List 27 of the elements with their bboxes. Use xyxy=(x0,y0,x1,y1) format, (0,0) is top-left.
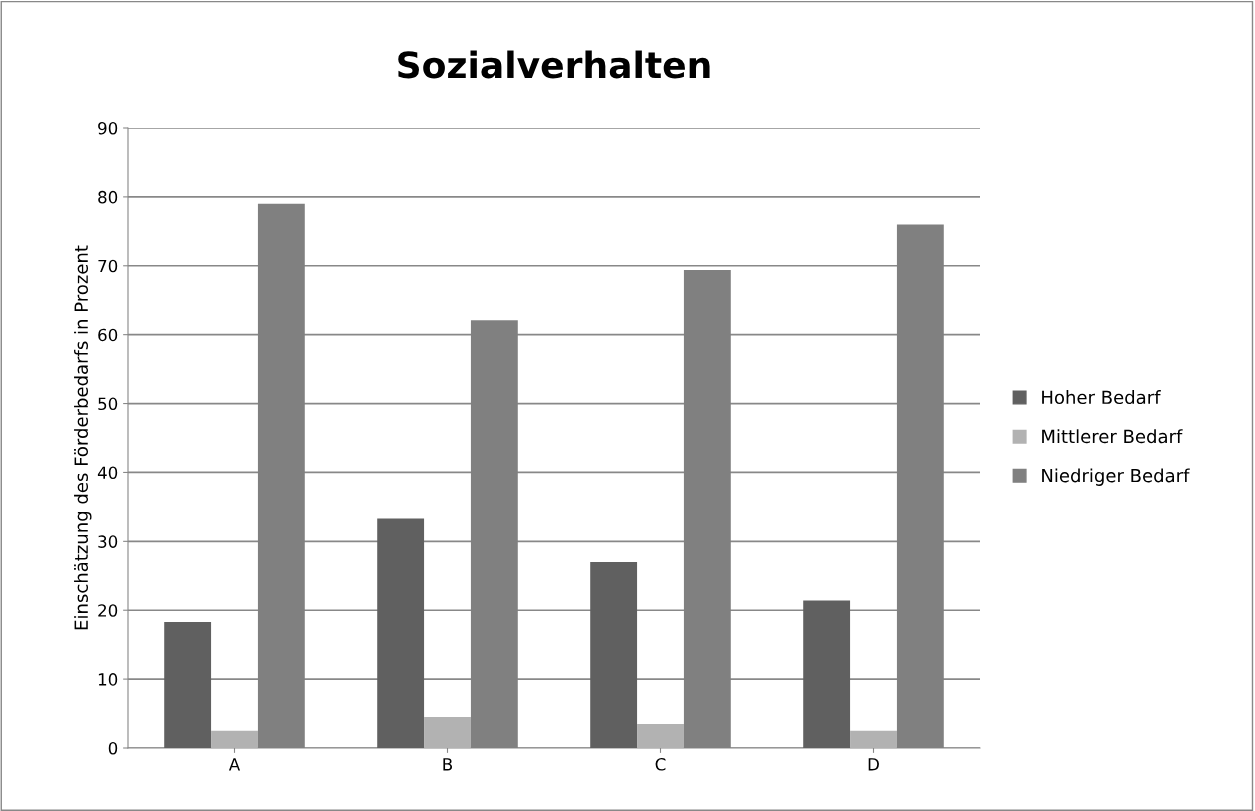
bar xyxy=(850,730,897,748)
y-tick-label: 50 xyxy=(98,397,118,411)
bar xyxy=(377,518,425,748)
bar xyxy=(803,600,851,748)
legend-label: Niedriger Bedarf xyxy=(1042,468,1190,486)
x-tick-label: B xyxy=(443,758,453,771)
bar xyxy=(211,730,258,748)
y-tick-label: 70 xyxy=(98,259,118,273)
x-tick-label: C xyxy=(655,758,666,771)
bar xyxy=(424,717,471,748)
bar xyxy=(590,562,638,748)
y-tick-label: 60 xyxy=(98,328,118,342)
chart-title: Sozialverhalten xyxy=(398,50,710,79)
bar xyxy=(164,621,212,748)
y-tick-label: 30 xyxy=(98,535,118,548)
legend-label: Mittlerer Bedarf xyxy=(1042,429,1183,444)
x-tick-label: A xyxy=(228,758,241,771)
y-tick-label: 40 xyxy=(97,466,118,480)
x-tick-label: D xyxy=(868,758,879,771)
y-tick-label: 20 xyxy=(98,604,118,617)
y-tick-label: 10 xyxy=(98,673,118,686)
y-axis-title: Einschätzung des Förderbedarfs in Prozent xyxy=(74,245,92,630)
y-tick-label: 80 xyxy=(98,190,118,204)
y-tick-label: 0 xyxy=(108,741,118,755)
legend-label: Hoher Bedarf xyxy=(1042,390,1161,405)
bar xyxy=(637,723,684,748)
y-tick-label: 90 xyxy=(98,121,118,135)
